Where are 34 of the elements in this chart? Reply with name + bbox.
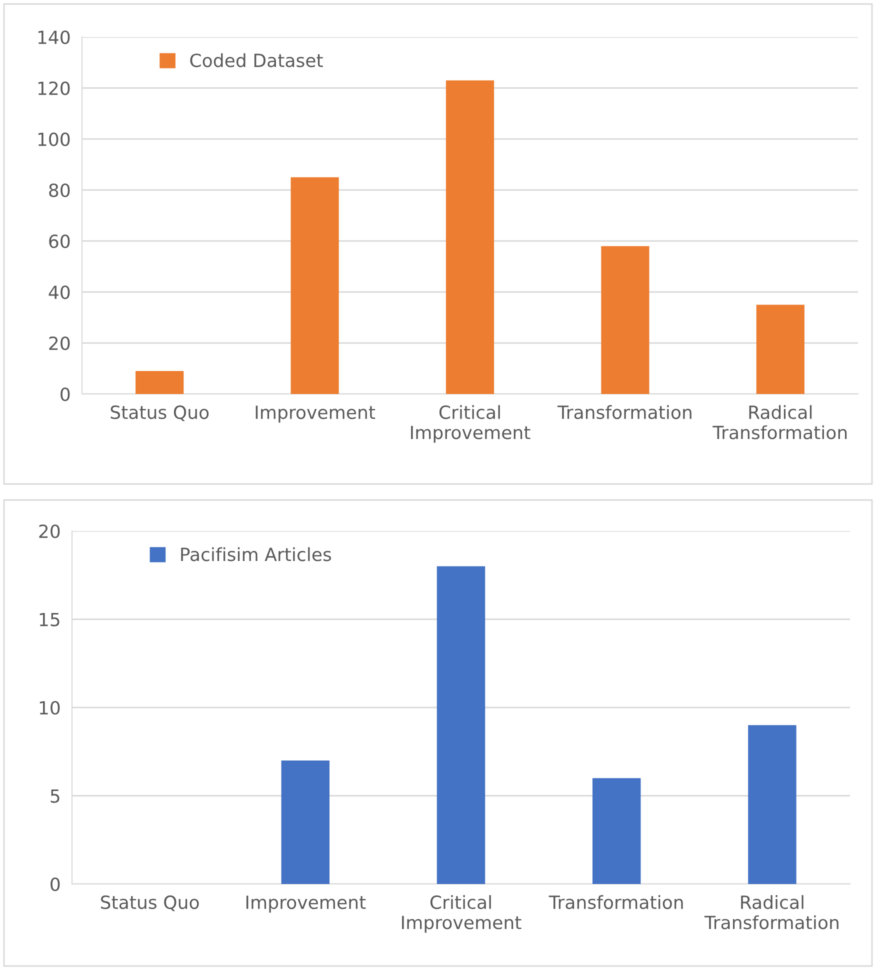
x-tick-label: Radical Transformation (712, 405, 847, 440)
bar (756, 304, 804, 394)
bar (748, 725, 796, 884)
y-tick-label: 5 (50, 789, 60, 803)
legend-label: Coded Dataset (190, 53, 323, 68)
y-tick-label: 40 (48, 285, 70, 300)
bar (136, 371, 184, 394)
bar (601, 246, 650, 394)
x-tick-label: Critical Improvement (411, 405, 530, 443)
x-tick-label: Status Quo (110, 405, 209, 422)
x-tick-label: Improvement (246, 896, 366, 913)
y-tick-label: 60 (49, 234, 70, 248)
x-tick-label: Improvement (256, 406, 376, 423)
bar (281, 760, 330, 884)
x-tick-label: Critical Improvement (402, 895, 522, 933)
y-tick-label: 100 (38, 132, 70, 146)
y-tick-label: 15 (40, 612, 60, 626)
x-tick-label: Transformation (557, 405, 692, 420)
legend-label: Pacifisim Articles (181, 547, 332, 562)
bar (436, 566, 486, 884)
x-tick-label: Transformation (548, 895, 683, 910)
y-tick-label: 140 (38, 30, 70, 44)
bar (446, 80, 494, 394)
x-tick-label: Status Quo (101, 895, 199, 912)
bar (290, 177, 339, 394)
y-tick-label: 10 (40, 700, 60, 715)
bar (592, 778, 641, 884)
y-tick-label: 80 (49, 183, 70, 198)
y-tick-label: 20 (39, 524, 60, 538)
y-tick-label: 20 (49, 336, 70, 350)
x-tick-label: Radical Transformation (704, 895, 838, 930)
y-tick-label: 0 (60, 387, 70, 402)
y-tick-label: 120 (38, 81, 70, 96)
y-tick-label: 0 (50, 877, 60, 892)
